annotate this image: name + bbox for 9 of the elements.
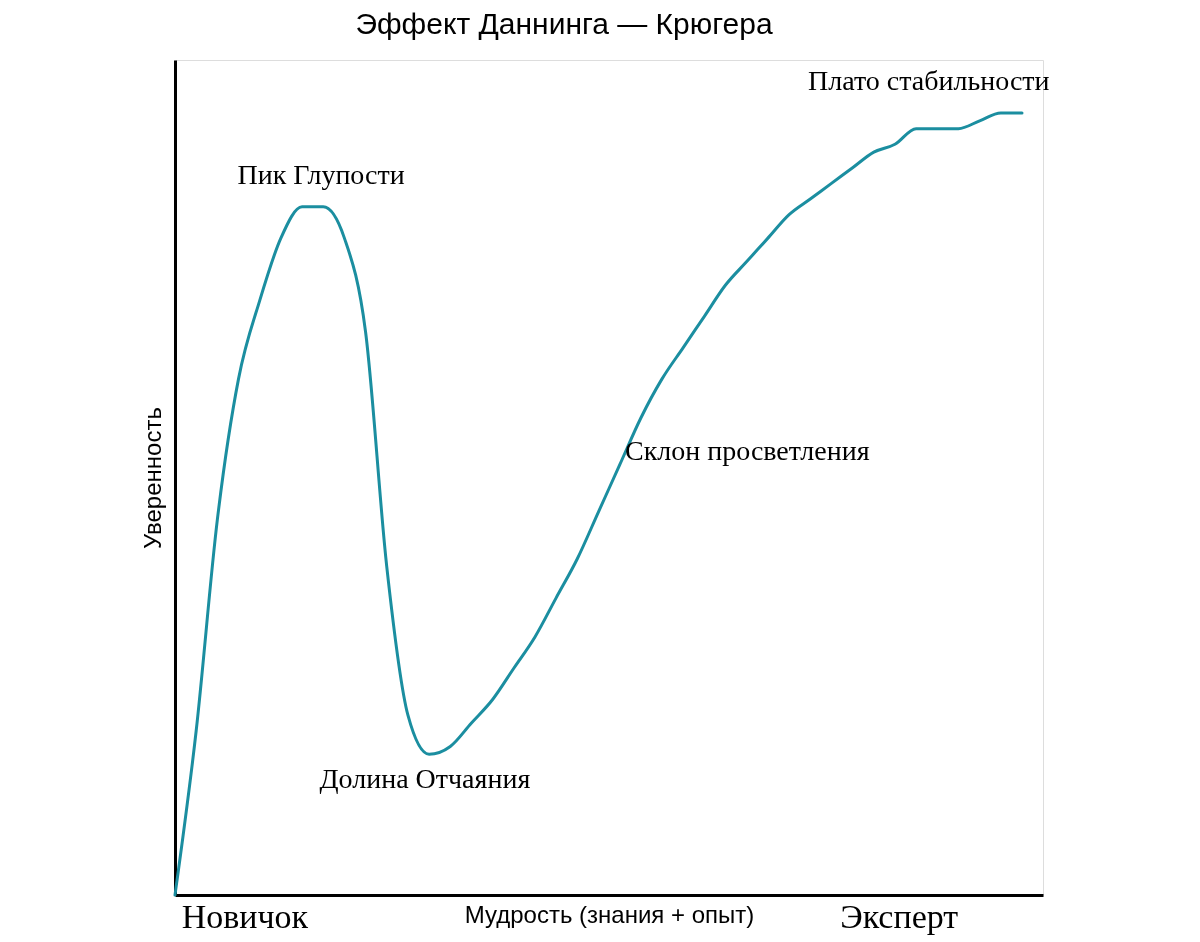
chart-title: Эффект Даннинга — Крюгера: [355, 7, 773, 40]
annotation: Пик Глупости: [237, 158, 405, 190]
y-axis-title: Уверенность: [138, 407, 166, 549]
annotation: Долина Отчаяния: [319, 763, 531, 795]
x-axis-title: Мудрость (знания + опыт): [464, 900, 755, 928]
text: Эксперт: [840, 898, 959, 936]
text: Плато стабильности: [808, 64, 1050, 96]
text: Новичок: [181, 898, 309, 936]
annotation: Склон просветления: [624, 435, 870, 467]
